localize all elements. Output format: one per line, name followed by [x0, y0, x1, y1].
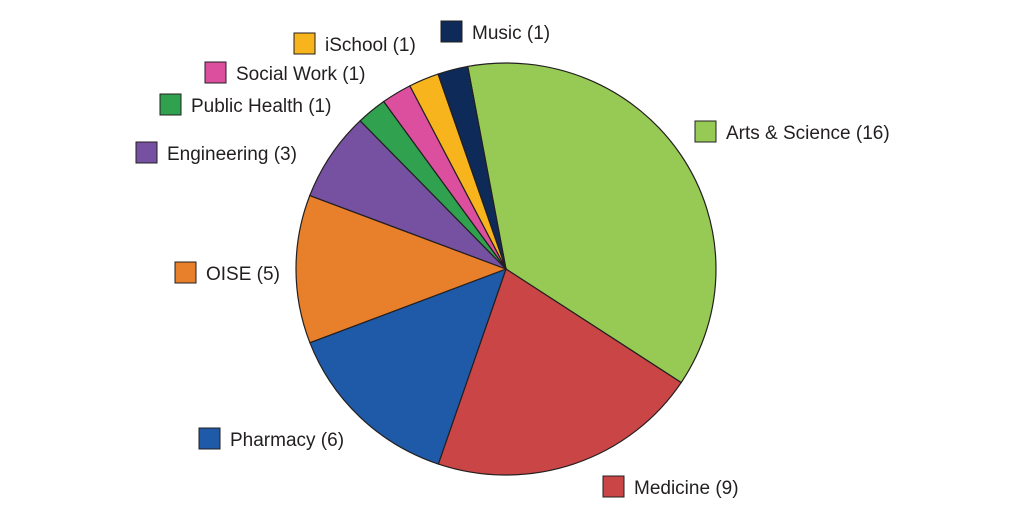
pie-slice-2	[437, 268, 683, 476]
legend-swatch-9	[440, 20, 463, 43]
legend-swatch-3	[198, 427, 221, 450]
pie-slice-9	[437, 65, 507, 270]
legend-label-6: Public Health (1)	[191, 96, 331, 117]
legend-swatch-7	[204, 61, 227, 84]
legend-label-8: iSchool (1)	[325, 35, 416, 56]
legend-label-7: Social Work (1)	[236, 64, 366, 85]
legend-swatch-1	[694, 120, 717, 143]
legend-label-2: Medicine (9)	[634, 478, 739, 499]
legend-swatch-8	[293, 32, 316, 55]
legend-label-4: OISE (5)	[206, 264, 280, 285]
legend-label-9: Music (1)	[472, 23, 550, 44]
pie-slices	[295, 62, 717, 476]
legend-swatch-6	[159, 93, 182, 116]
legend: Arts & Science (16) Medicine (9) Pharmacy …	[135, 20, 890, 499]
legend-label-1: Arts & Science (16)	[726, 123, 890, 144]
legend-label-5: Engineering (3)	[167, 144, 297, 165]
pie-slice-4	[295, 194, 508, 344]
legend-swatch-4	[174, 261, 197, 284]
legend-label-3: Pharmacy (6)	[230, 430, 344, 451]
legend-swatch-2	[602, 475, 625, 498]
pie-slice-1	[467, 62, 717, 384]
legend-swatch-5	[135, 141, 158, 164]
pie-slice-3	[309, 267, 507, 465]
